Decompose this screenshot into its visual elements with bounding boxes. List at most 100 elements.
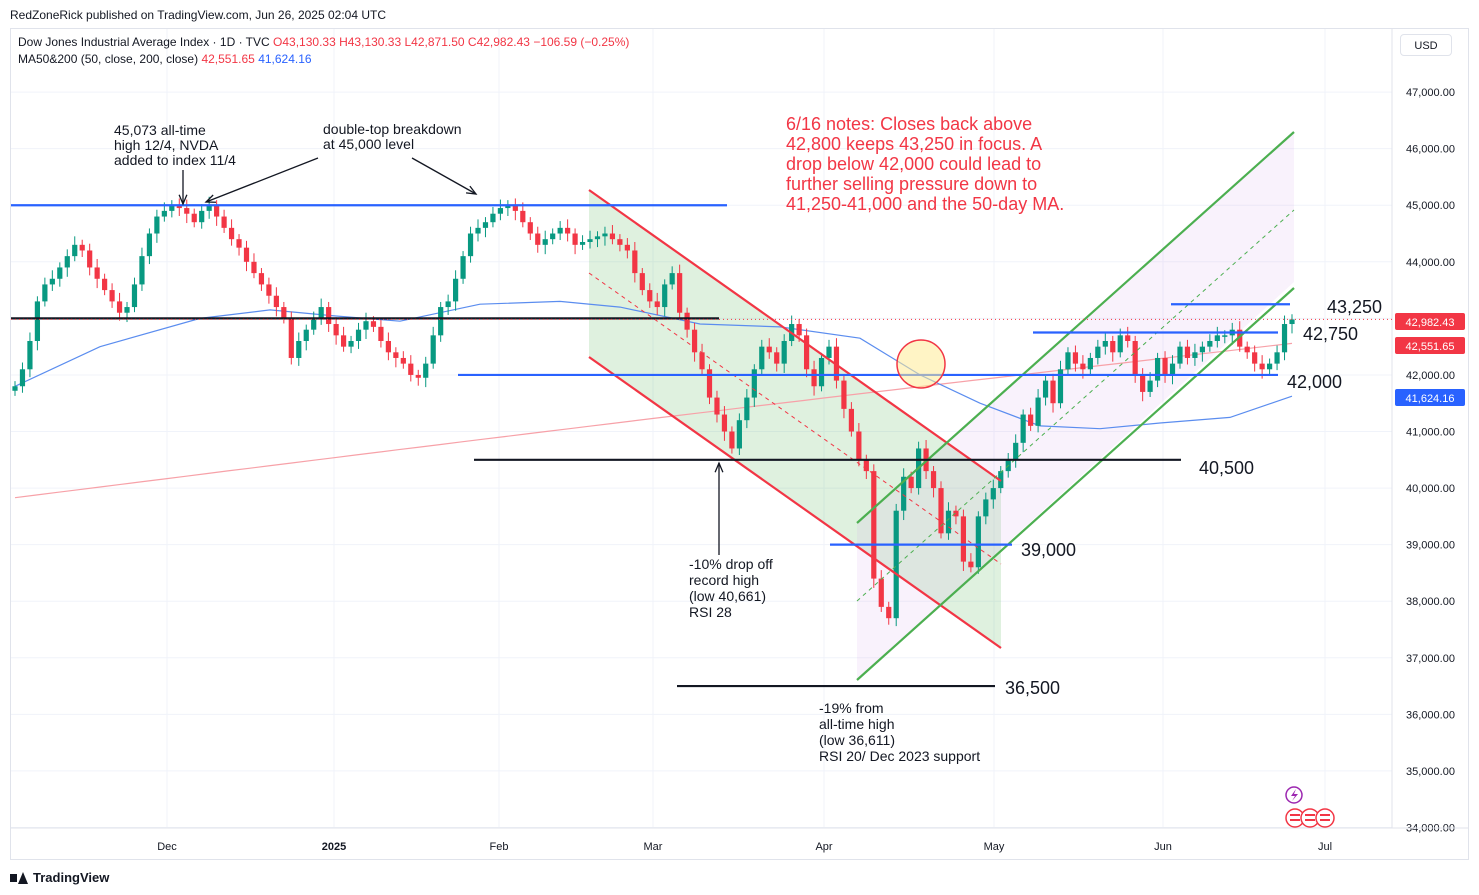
candle-body [296,340,302,358]
candle [945,502,952,540]
candle [729,426,735,454]
candle-body [893,510,899,619]
candle-body [759,346,765,370]
footer-brand[interactable]: TradingView [10,870,109,885]
candle [303,324,309,351]
y-tick-label: 37,000.00 [1406,653,1455,665]
candle [258,268,265,291]
candle-body [908,476,914,489]
candle [572,228,578,255]
candle-body [639,273,645,291]
candle-body [1214,335,1220,341]
candle-body [393,352,399,358]
candle [848,402,854,437]
y-tick-label: 45,000.00 [1406,200,1455,212]
x-tick-label: Jul [1318,841,1332,853]
candle-body [930,471,937,489]
candle-body [1237,329,1243,347]
candle-body [102,278,108,291]
candle [1110,335,1116,362]
candle [214,200,220,226]
candle [878,570,884,612]
candle-body [1274,352,1280,364]
candle [169,200,175,218]
candle-body [781,340,787,364]
candle-body [721,414,728,432]
candle-body [774,352,780,364]
candle [251,253,257,279]
candle-body [751,369,757,398]
candle-body [243,247,250,262]
candle [79,239,85,257]
candle [27,332,33,378]
candle [131,277,138,313]
candle-body [1072,352,1079,364]
candle [221,209,227,233]
annotation-notes-line: 6/16 notes: Closes back above [786,114,1032,134]
legend-close: C42,982.43 [467,35,530,49]
candle-body [647,290,653,302]
level-label: 36,500 [1005,678,1060,698]
candle [460,251,466,284]
candle [1192,343,1198,366]
candle [326,301,332,332]
candle [146,228,153,265]
y-tick-label: 36,000.00 [1406,709,1455,721]
legend-ma-name: MA50&200 (50, close, 200, close) [18,52,199,66]
double-top-arrow-right-head [465,185,478,195]
candle-body [803,335,810,370]
candle [841,375,847,419]
annotation-drop19-line: -19% from [819,700,884,716]
candle [184,199,190,224]
candle-body [863,459,869,472]
y-tick-label: 39,000.00 [1406,540,1455,552]
candle-body [355,329,362,341]
candle [378,320,384,348]
candle [19,362,26,393]
candle-body [1162,357,1168,375]
candle [1281,315,1288,361]
candle-body [363,321,369,330]
candle [109,283,115,308]
annotation-notes-line: drop below 42,000 could lead to [786,154,1041,174]
candle [938,481,944,539]
candle-body [1140,374,1146,392]
candle [445,294,451,315]
candle-body [146,233,153,257]
candle-body [228,227,235,240]
candle [886,601,892,625]
candle-body [579,242,586,245]
candle [1184,339,1191,365]
candle [1214,326,1220,348]
candle-body [617,239,623,245]
y-tick-label: 41,000.00 [1406,427,1455,439]
candle-body [154,216,160,234]
candle-body [669,273,675,285]
candle-body [311,318,317,330]
candle-body [654,301,660,308]
candle [1207,334,1213,352]
candle-body [938,488,944,534]
legend-ma200-value: 41,624.16 [258,52,312,66]
candle-body [1035,397,1041,426]
currency-button[interactable]: USD [1400,34,1452,56]
candle [243,240,250,272]
candle [1252,345,1258,372]
legend-ma50-value: 42,551.65 [201,52,255,66]
candle [1154,352,1161,388]
annotation-ath-line: high 12/4, NVDA [114,137,219,153]
candle-body [214,205,220,217]
ath-arrow-head [178,194,188,206]
candle-body [886,606,892,619]
x-tick-label: Apr [815,841,832,853]
candle-body [1252,352,1258,364]
x-tick-label: Dec [157,841,177,853]
candle-body [333,324,339,336]
candle [1013,434,1019,468]
level-label: 42,750 [1303,324,1358,344]
tradingview-logo-icon [10,871,28,884]
candle-body [609,233,616,240]
annotation-drop19-line: (low 36,611) [819,732,895,748]
candle-body [1147,380,1153,392]
